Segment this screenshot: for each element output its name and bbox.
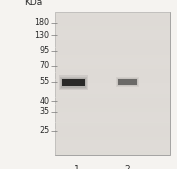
Bar	[55, 137, 170, 140]
Bar	[55, 115, 170, 119]
Text: 95: 95	[39, 46, 50, 55]
Text: 55: 55	[39, 77, 50, 87]
Text: 180: 180	[35, 18, 50, 27]
Bar	[55, 94, 170, 98]
Bar	[55, 26, 170, 30]
Bar	[55, 108, 170, 112]
Bar	[61, 78, 86, 88]
Text: 40: 40	[40, 97, 50, 106]
Bar	[62, 79, 85, 86]
Bar	[55, 119, 170, 123]
Bar	[55, 72, 170, 76]
Bar	[55, 104, 170, 108]
Bar	[55, 144, 170, 148]
Bar	[55, 90, 170, 94]
Bar	[55, 126, 170, 130]
Bar	[118, 79, 137, 84]
Bar	[55, 151, 170, 155]
Bar	[55, 12, 170, 155]
Bar	[60, 77, 87, 89]
Bar	[55, 129, 170, 133]
Text: 35: 35	[39, 107, 50, 116]
Bar	[55, 12, 170, 15]
Bar	[55, 22, 170, 26]
Bar	[55, 33, 170, 37]
Bar	[55, 37, 170, 40]
Bar	[55, 101, 170, 105]
Bar	[55, 58, 170, 62]
Bar	[59, 75, 88, 90]
Bar	[55, 51, 170, 55]
Bar	[55, 19, 170, 22]
Text: 1: 1	[74, 165, 80, 169]
Text: 70: 70	[39, 61, 50, 70]
Bar	[55, 97, 170, 101]
Bar	[55, 47, 170, 51]
Bar	[55, 15, 170, 19]
Bar	[55, 87, 170, 90]
Bar	[55, 83, 170, 87]
Bar	[55, 62, 170, 65]
Bar	[55, 69, 170, 73]
Bar	[55, 40, 170, 44]
Bar	[55, 122, 170, 126]
Bar	[55, 147, 170, 151]
Bar	[55, 30, 170, 33]
Text: 25: 25	[39, 126, 50, 136]
Text: 2: 2	[125, 165, 130, 169]
Text: 130: 130	[35, 31, 50, 40]
Text: KDa: KDa	[24, 0, 43, 7]
Bar	[55, 140, 170, 144]
Bar	[55, 76, 170, 80]
Bar	[116, 77, 138, 87]
Bar	[55, 65, 170, 69]
Bar	[55, 55, 170, 58]
Bar	[55, 112, 170, 115]
Bar	[55, 79, 170, 83]
Bar	[55, 44, 170, 47]
Bar	[55, 133, 170, 137]
Bar	[117, 78, 138, 86]
